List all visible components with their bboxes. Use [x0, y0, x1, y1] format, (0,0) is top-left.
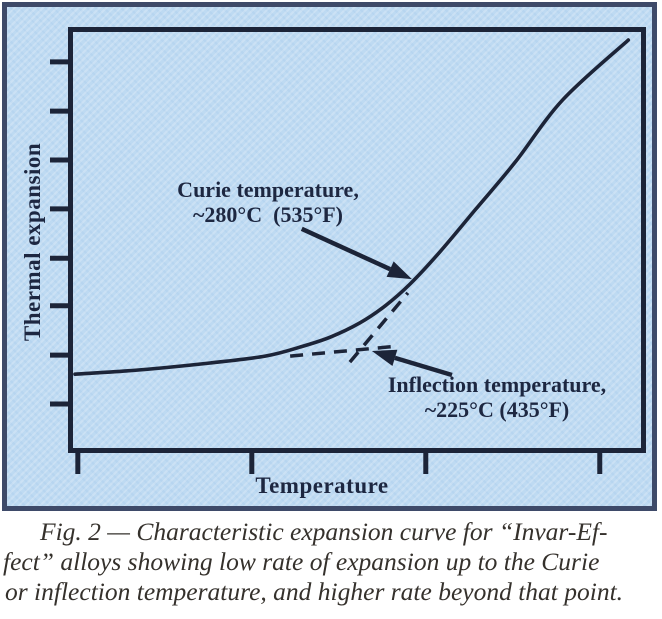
caption-line-3: or inflection temperature, and higher ra…: [5, 577, 624, 606]
figure-panel: [2, 2, 657, 511]
curie-annotation-line1: Curie temperature,: [177, 177, 359, 202]
y-axis-label: Thermal expansion: [20, 142, 45, 342]
inflection-annotation-line2: ~225°C (435°F): [424, 397, 570, 422]
x-axis-label: Temperature: [255, 473, 389, 498]
curie-annotation: Curie temperature, ~280°C (535°F): [177, 177, 359, 227]
inflection-annotation-line1: Inflection temperature,: [387, 372, 607, 397]
curie-annotation-line2: ~280°C (535°F): [192, 202, 344, 227]
inflection-annotation: Inflection temperature, ~225°C (435°F): [388, 372, 606, 422]
caption-line-1: Fig. 2 — Characteristic expansion curve …: [40, 517, 608, 546]
chart-canvas: [50, 27, 646, 474]
caption-line-2: fect” alloys showing low rate of expansi…: [3, 547, 600, 576]
figure-caption: Fig. 2 — Characteristic expansion curve …: [0, 517, 662, 607]
